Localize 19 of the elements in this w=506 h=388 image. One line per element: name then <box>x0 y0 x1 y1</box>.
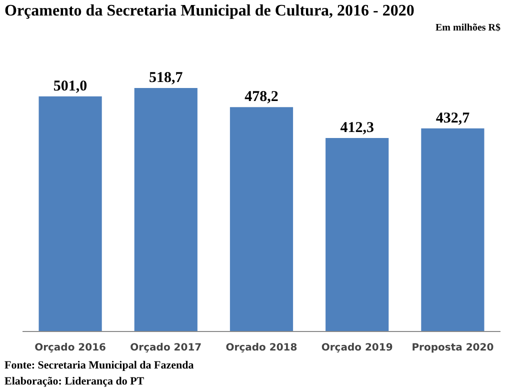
bar <box>38 96 102 332</box>
chart-subtitle: Em milhões R$ <box>436 22 500 34</box>
bar <box>230 107 294 332</box>
text: Elaboração: Liderança do PT <box>4 376 145 388</box>
chart-title: Orçamento da Secretaria Municipal de Cultura, 2016 - 2020 <box>4 2 414 20</box>
bar <box>134 88 198 332</box>
x-tick-label: Orçado 2019 <box>321 342 393 354</box>
bar <box>326 138 389 332</box>
x-tick-label: Orçado 2018 <box>226 342 298 354</box>
data-label: 478,2 <box>244 89 278 106</box>
bar <box>421 128 484 332</box>
data-label: 432,7 <box>436 110 470 126</box>
data-label: 518,7 <box>149 70 184 86</box>
data-label: 501,0 <box>53 78 88 94</box>
x-tick-label: Orçado 2017 <box>130 342 202 354</box>
x-tick-label: Proposta 2020 <box>412 342 494 354</box>
data-label: 412,3 <box>340 120 374 136</box>
source-note: Fonte: Secretaria Municipal da Fazenda <box>4 360 194 372</box>
x-tick-label: Orçado 2016 <box>34 342 106 354</box>
